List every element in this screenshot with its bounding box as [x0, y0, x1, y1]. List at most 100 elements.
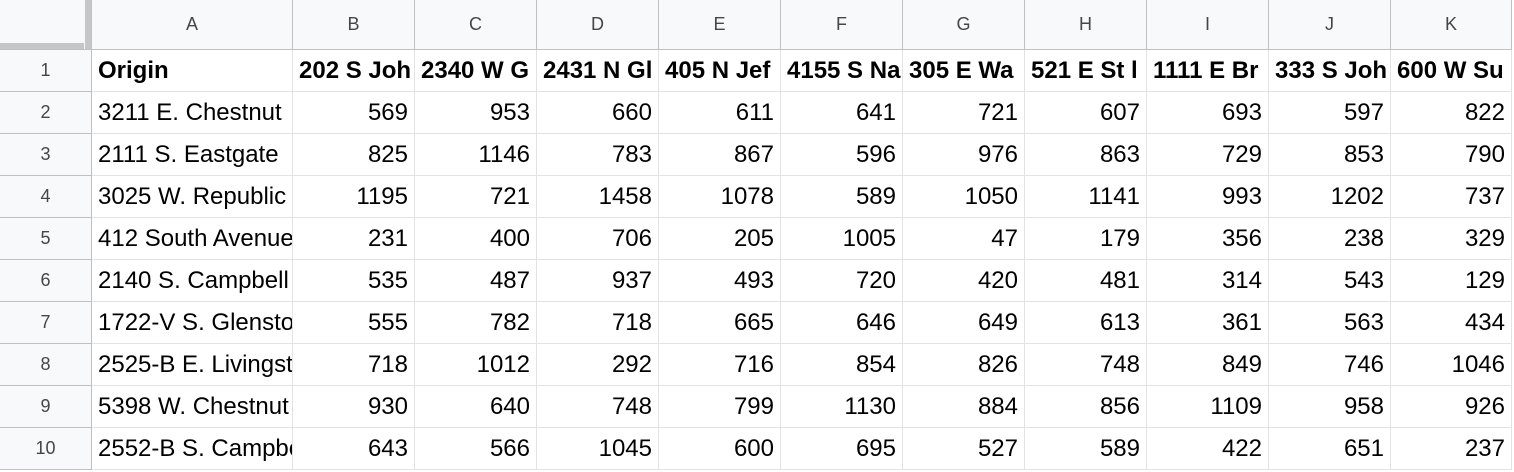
cell-g1[interactable]: 305 E Wa: [903, 50, 1025, 92]
cell-h1[interactable]: 521 E St l: [1025, 50, 1147, 92]
cell-a10[interactable]: 2552-B S. Campbell: [92, 428, 293, 470]
cell-a5[interactable]: 412 South Avenue: [92, 218, 293, 260]
cell-d3[interactable]: 783: [537, 134, 659, 176]
cell-e5[interactable]: 205: [659, 218, 781, 260]
cell-a2[interactable]: 3211 E. Chestnut: [92, 92, 293, 134]
column-header-d[interactable]: D: [537, 0, 659, 50]
cell-d6[interactable]: 937: [537, 260, 659, 302]
cell-j8[interactable]: 746: [1269, 344, 1391, 386]
cell-c7[interactable]: 782: [415, 302, 537, 344]
cell-b7[interactable]: 555: [293, 302, 415, 344]
cell-b1[interactable]: 202 S Joh: [293, 50, 415, 92]
column-header-k[interactable]: K: [1391, 0, 1512, 50]
row-header-10[interactable]: 10: [0, 428, 92, 470]
cell-b2[interactable]: 569: [293, 92, 415, 134]
cell-i9[interactable]: 1109: [1147, 386, 1269, 428]
frozen-column-handle[interactable]: [85, 0, 91, 49]
cell-e4[interactable]: 1078: [659, 176, 781, 218]
cell-f6[interactable]: 720: [781, 260, 903, 302]
column-header-a[interactable]: A: [92, 0, 293, 50]
cell-a4[interactable]: 3025 W. Republic: [92, 176, 293, 218]
cell-e1[interactable]: 405 N Jef: [659, 50, 781, 92]
cell-b8[interactable]: 718: [293, 344, 415, 386]
cell-k9[interactable]: 926: [1391, 386, 1512, 428]
row-header-6[interactable]: 6: [0, 260, 92, 302]
cell-c1[interactable]: 2340 W G: [415, 50, 537, 92]
cell-b6[interactable]: 535: [293, 260, 415, 302]
cell-c9[interactable]: 640: [415, 386, 537, 428]
cell-b4[interactable]: 1195: [293, 176, 415, 218]
cell-k8[interactable]: 1046: [1391, 344, 1512, 386]
cell-d5[interactable]: 706: [537, 218, 659, 260]
cell-h2[interactable]: 607: [1025, 92, 1147, 134]
row-header-5[interactable]: 5: [0, 218, 92, 260]
cell-a8[interactable]: 2525-B E. Livingston: [92, 344, 293, 386]
cell-i7[interactable]: 361: [1147, 302, 1269, 344]
row-header-1[interactable]: 1: [0, 50, 92, 92]
cell-k6[interactable]: 129: [1391, 260, 1512, 302]
cell-g8[interactable]: 826: [903, 344, 1025, 386]
cell-h9[interactable]: 856: [1025, 386, 1147, 428]
cell-d10[interactable]: 1045: [537, 428, 659, 470]
cell-d9[interactable]: 748: [537, 386, 659, 428]
column-header-f[interactable]: F: [781, 0, 903, 50]
cell-j9[interactable]: 958: [1269, 386, 1391, 428]
cell-g10[interactable]: 527: [903, 428, 1025, 470]
cell-g3[interactable]: 976: [903, 134, 1025, 176]
cell-k2[interactable]: 822: [1391, 92, 1512, 134]
cell-e7[interactable]: 665: [659, 302, 781, 344]
column-header-j[interactable]: J: [1269, 0, 1391, 50]
cell-f10[interactable]: 695: [781, 428, 903, 470]
cell-h10[interactable]: 589: [1025, 428, 1147, 470]
cell-k5[interactable]: 329: [1391, 218, 1512, 260]
cell-i3[interactable]: 729: [1147, 134, 1269, 176]
cell-d2[interactable]: 660: [537, 92, 659, 134]
row-header-4[interactable]: 4: [0, 176, 92, 218]
cell-b9[interactable]: 930: [293, 386, 415, 428]
column-header-c[interactable]: C: [415, 0, 537, 50]
cell-i6[interactable]: 314: [1147, 260, 1269, 302]
column-header-b[interactable]: B: [293, 0, 415, 50]
column-header-g[interactable]: G: [903, 0, 1025, 50]
cell-f1[interactable]: 4155 S Na: [781, 50, 903, 92]
cell-i2[interactable]: 693: [1147, 92, 1269, 134]
cell-g2[interactable]: 721: [903, 92, 1025, 134]
cell-h5[interactable]: 179: [1025, 218, 1147, 260]
cell-i8[interactable]: 849: [1147, 344, 1269, 386]
cell-e10[interactable]: 600: [659, 428, 781, 470]
cell-g5[interactable]: 47: [903, 218, 1025, 260]
cell-i10[interactable]: 422: [1147, 428, 1269, 470]
cell-h6[interactable]: 481: [1025, 260, 1147, 302]
row-header-8[interactable]: 8: [0, 344, 92, 386]
cell-j4[interactable]: 1202: [1269, 176, 1391, 218]
cell-g9[interactable]: 884: [903, 386, 1025, 428]
cell-k3[interactable]: 790: [1391, 134, 1512, 176]
cell-j5[interactable]: 238: [1269, 218, 1391, 260]
cell-j7[interactable]: 563: [1269, 302, 1391, 344]
cell-d4[interactable]: 1458: [537, 176, 659, 218]
cell-i4[interactable]: 993: [1147, 176, 1269, 218]
cell-g7[interactable]: 649: [903, 302, 1025, 344]
cell-c4[interactable]: 721: [415, 176, 537, 218]
cell-b3[interactable]: 825: [293, 134, 415, 176]
cell-a3[interactable]: 2111 S. Eastgate: [92, 134, 293, 176]
cell-e9[interactable]: 799: [659, 386, 781, 428]
cell-g6[interactable]: 420: [903, 260, 1025, 302]
cell-f9[interactable]: 1130: [781, 386, 903, 428]
cell-f7[interactable]: 646: [781, 302, 903, 344]
column-header-e[interactable]: E: [659, 0, 781, 50]
cell-j10[interactable]: 651: [1269, 428, 1391, 470]
cell-k1[interactable]: 600 W Su: [1391, 50, 1512, 92]
row-header-9[interactable]: 9: [0, 386, 92, 428]
cell-k10[interactable]: 237: [1391, 428, 1512, 470]
column-header-i[interactable]: I: [1147, 0, 1269, 50]
cell-e6[interactable]: 493: [659, 260, 781, 302]
cell-k7[interactable]: 434: [1391, 302, 1512, 344]
cell-c10[interactable]: 566: [415, 428, 537, 470]
cell-e8[interactable]: 716: [659, 344, 781, 386]
cell-d8[interactable]: 292: [537, 344, 659, 386]
cell-b10[interactable]: 643: [293, 428, 415, 470]
row-header-3[interactable]: 3: [0, 134, 92, 176]
cell-a9[interactable]: 5398 W. Chestnut: [92, 386, 293, 428]
cell-c6[interactable]: 487: [415, 260, 537, 302]
